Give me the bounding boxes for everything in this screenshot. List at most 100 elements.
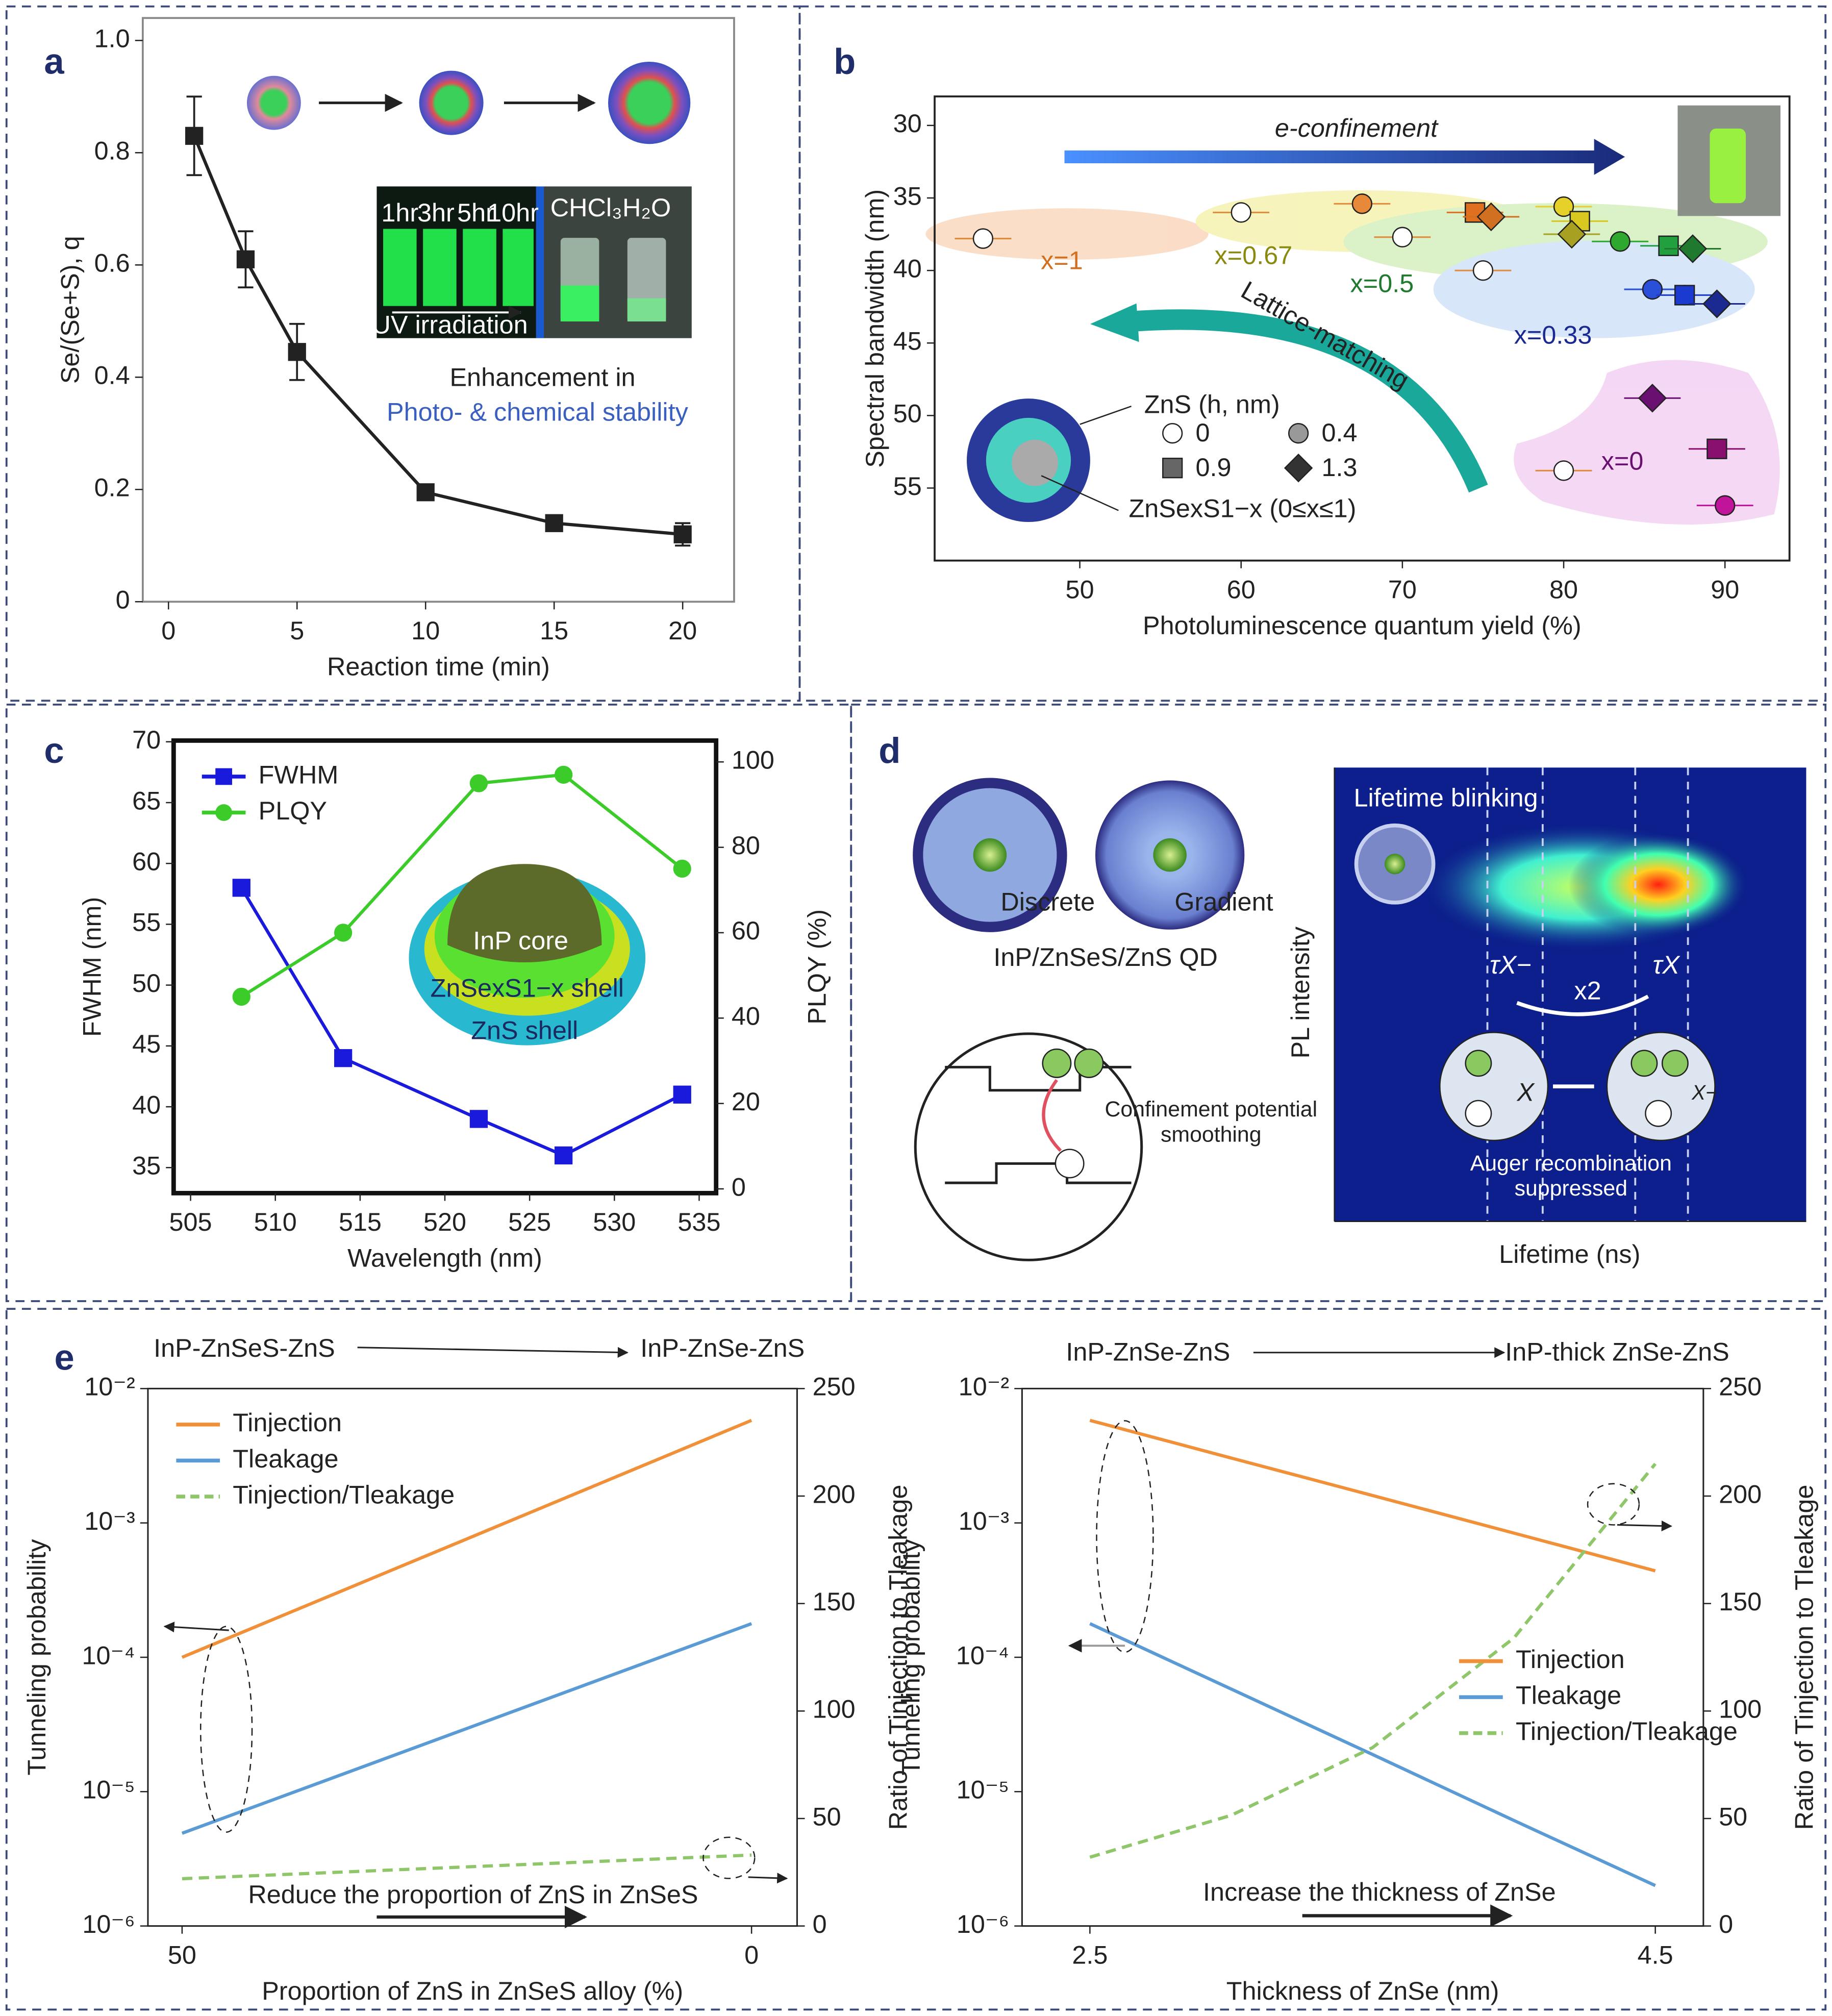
y-tick-label: 55 <box>132 908 161 937</box>
marker <box>334 1049 353 1067</box>
series-line <box>192 135 683 536</box>
annotation: InP-ZnSe-ZnS <box>640 1333 805 1362</box>
x-tick-label: 20 <box>668 616 697 645</box>
y-tick-label: 0.2 <box>94 473 130 502</box>
marker <box>1638 384 1667 413</box>
marker <box>1231 202 1251 223</box>
annotation: Enhancement in <box>449 363 635 392</box>
x-axis-label: Wavelength (nm) <box>347 1243 542 1273</box>
callout <box>199 1626 253 1833</box>
series-line <box>1089 1462 1657 1859</box>
annotation: x=0.33 <box>1514 320 1592 349</box>
x-tick-label: 525 <box>508 1207 551 1236</box>
marker <box>1553 460 1574 481</box>
y-tick-label: 10⁻³ <box>84 1506 135 1535</box>
inset-label: ZnS shell <box>471 1016 578 1045</box>
map-title: Lifetime blinking <box>1353 783 1538 812</box>
y-tick-label: 40 <box>132 1090 161 1119</box>
y-tick-label: 50 <box>893 399 922 428</box>
panel-frame <box>5 1308 1827 2011</box>
inset-label: UV irradiation <box>372 310 528 339</box>
legend-label: 0 <box>1196 418 1210 447</box>
marker <box>1557 219 1587 249</box>
annotation: Confinement potential smoothing <box>1105 1097 1317 1147</box>
marker <box>232 987 250 1006</box>
marker <box>1162 458 1183 479</box>
marker <box>236 250 255 268</box>
marker <box>469 774 488 792</box>
marker <box>1610 231 1630 252</box>
y2-tick-label: 100 <box>813 1695 856 1724</box>
panel-frame <box>5 5 801 702</box>
x-tick-label: 505 <box>169 1207 212 1236</box>
y2-tick-label: 100 <box>1719 1695 1762 1724</box>
y-axis-label: Tunneling probability <box>896 1539 925 1776</box>
y-axis-label: Spectral bandwidth (nm) <box>860 189 889 468</box>
inset-label: InP core <box>473 926 568 955</box>
inset-label: 10hr <box>487 198 539 227</box>
y-tick-label: 10⁻⁶ <box>957 1909 1009 1938</box>
y-tick-label: 50 <box>132 968 161 998</box>
marker <box>1706 438 1727 459</box>
panel-letter: c <box>44 730 64 770</box>
y-tick-label: 55 <box>893 471 922 501</box>
y2-axis-label: Ratio of Tinjection to Tleakage <box>883 1485 912 1830</box>
callout <box>1096 1420 1154 1653</box>
y-tick-label: 10⁻⁴ <box>82 1640 135 1670</box>
series-line <box>1089 1418 1656 1573</box>
marker <box>554 1146 573 1165</box>
x-tick-label: 0 <box>744 1940 759 1969</box>
annotation: InP-ZnSe-ZnS <box>1066 1337 1230 1366</box>
legend-label: 1.3 <box>1321 453 1357 482</box>
legend-label: FWHM <box>259 760 339 789</box>
annotation: e-confinement <box>1275 113 1439 142</box>
y-tick-label: 35 <box>893 181 922 210</box>
legend-label: Tinjection <box>1516 1645 1625 1674</box>
y2-tick-label: 100 <box>732 745 774 775</box>
annotation: Reduce the proportion of ZnS in ZnSeS <box>248 1880 698 1909</box>
marker <box>673 525 692 543</box>
panel-frame <box>798 5 1827 702</box>
y-tick-label: 10⁻³ <box>959 1506 1009 1535</box>
panel-letter: a <box>44 41 64 82</box>
plot-frame <box>141 17 735 603</box>
y-tick-label: 35 <box>132 1151 161 1180</box>
marker <box>1658 235 1679 256</box>
panel-letter: d <box>879 730 900 770</box>
marker <box>545 514 563 532</box>
y2-tick-label: 250 <box>1719 1372 1762 1401</box>
marker <box>1351 193 1373 214</box>
annotation: x=0 <box>1601 446 1644 475</box>
inset-label: CHCl₃ <box>550 193 622 222</box>
marker <box>1472 260 1494 281</box>
x-tick-label: 515 <box>339 1207 382 1236</box>
annotation: τX <box>1653 950 1681 979</box>
inset-label: ZnSexS1−x shell <box>431 974 624 1003</box>
panel-letter: e <box>55 1337 74 1378</box>
series-line <box>181 1418 752 1659</box>
y-tick-label: 0.4 <box>94 361 130 390</box>
x-tick-label: 80 <box>1549 575 1578 604</box>
legend-label: Tinjection/Tleakage <box>1516 1716 1738 1746</box>
annotation: x=1 <box>1041 245 1083 275</box>
y-tick-label: 10⁻² <box>959 1372 1009 1401</box>
y-tick-label: 65 <box>132 786 161 815</box>
annotation: Photo- & chemical stability <box>387 397 689 427</box>
x-tick-label: 60 <box>1227 575 1256 604</box>
y-tick-label: 45 <box>132 1029 161 1058</box>
y2-axis-label: Ratio of Tinjection to Tleakage <box>1790 1485 1819 1830</box>
y-tick-label: 10⁻⁵ <box>957 1775 1010 1804</box>
marker <box>1674 285 1695 306</box>
x-tick-label: 4.5 <box>1638 1940 1673 1969</box>
y2-tick-label: 150 <box>813 1587 856 1616</box>
arrow <box>748 1873 788 1884</box>
y2-tick-label: 0 <box>813 1909 827 1938</box>
series-line <box>181 1622 752 1835</box>
marker <box>673 859 691 878</box>
callout <box>1587 1483 1640 1526</box>
marker <box>334 924 353 942</box>
y-axis-label: Se/(Se+S), q <box>56 236 85 384</box>
axis-label: Lifetime (ns) <box>1499 1239 1640 1268</box>
y-tick-label: 45 <box>893 327 922 356</box>
callout <box>702 1836 756 1879</box>
